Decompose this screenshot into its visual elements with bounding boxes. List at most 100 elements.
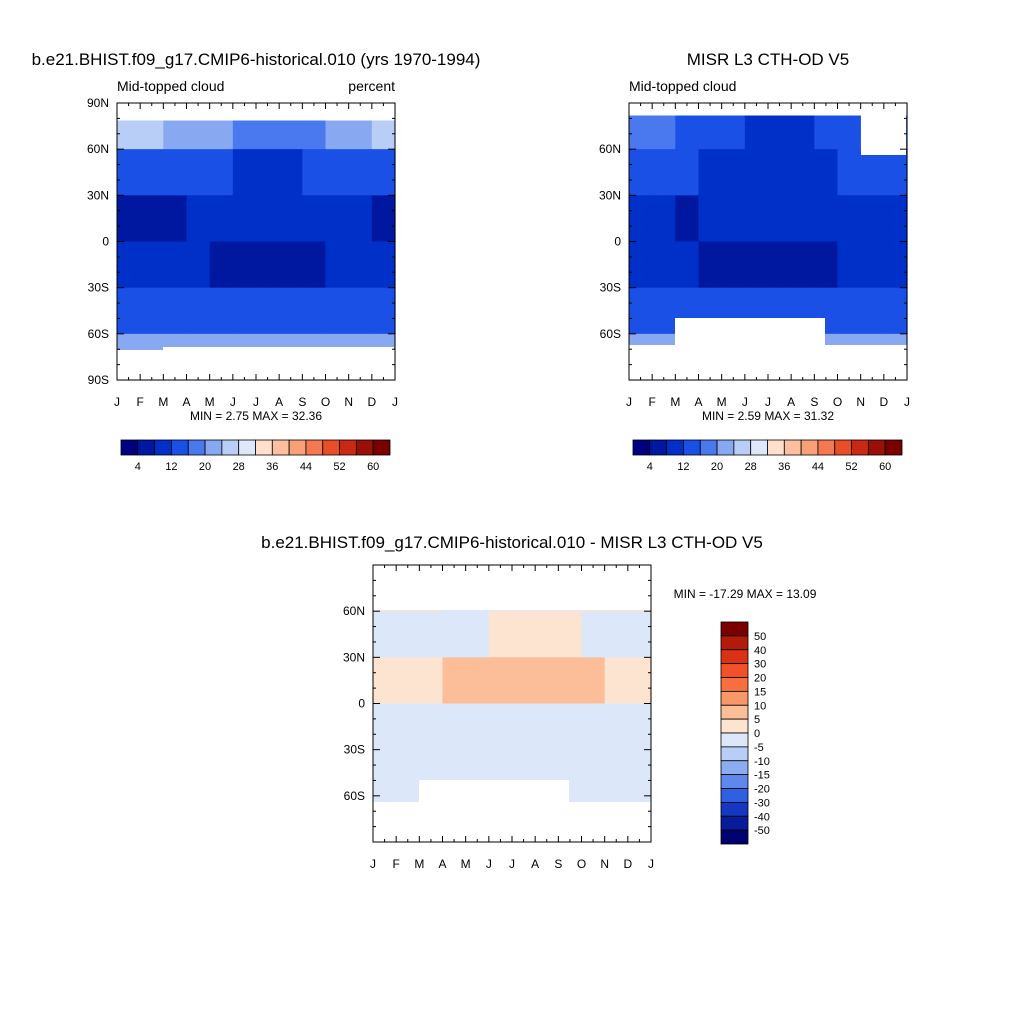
colorbar-label: 40 xyxy=(754,645,766,657)
missing-data-area xyxy=(629,345,907,380)
colorbar-label: 44 xyxy=(812,461,824,473)
field-cell xyxy=(140,149,164,196)
colorbar-label: 36 xyxy=(778,461,790,473)
y-tick-label: 60S xyxy=(344,789,365,803)
missing-data-area xyxy=(373,582,651,610)
y-tick-label: 60N xyxy=(599,142,621,156)
field-cell xyxy=(791,195,815,243)
field-cell xyxy=(629,195,653,243)
colorbar-swatch xyxy=(255,439,273,456)
panel-diff: b.e21.BHIST.f09_g17.CMIP6-historical.010… xyxy=(261,533,817,871)
field-cell xyxy=(325,195,350,243)
colorbar-swatch xyxy=(120,439,139,456)
field-cell xyxy=(581,611,606,658)
field-cell xyxy=(883,195,908,243)
missing-data-area xyxy=(861,115,906,155)
field-cell xyxy=(581,703,606,751)
field-cell xyxy=(371,241,396,289)
x-tick-label: M xyxy=(158,395,168,409)
field-cell xyxy=(209,241,234,289)
field-cell xyxy=(209,149,234,196)
field-cell xyxy=(768,241,792,289)
field-cell xyxy=(837,195,862,243)
x-tick-label: M xyxy=(670,395,680,409)
colorbar-swatch xyxy=(720,677,749,692)
field-cell xyxy=(396,749,420,797)
colorbar-label: 15 xyxy=(754,686,766,698)
colorbar-swatch xyxy=(305,439,324,456)
missing-data-area xyxy=(675,318,825,346)
field-cell xyxy=(348,195,373,243)
field-cell xyxy=(186,287,211,335)
panel-model-colorbar: 4 12 20 28 36 44 52 60 xyxy=(120,439,391,473)
x-tick-label: J xyxy=(648,857,654,871)
field-cell xyxy=(325,149,350,196)
field-cell xyxy=(186,241,211,289)
field-cell xyxy=(558,703,583,751)
field-cell xyxy=(371,195,396,243)
x-tick-label: D xyxy=(623,857,632,871)
colorbar-label: 20 xyxy=(754,673,766,685)
field-cell xyxy=(627,749,652,797)
field-cell xyxy=(744,195,769,243)
panel-model-field xyxy=(117,103,396,381)
colorbar-label: 12 xyxy=(165,461,177,473)
field-cell xyxy=(232,149,257,196)
y-tick-label: 90N xyxy=(87,96,109,110)
colorbar-swatch xyxy=(817,439,836,456)
field-cell xyxy=(186,149,211,196)
field-cell xyxy=(768,149,792,196)
y-tick-label: 30S xyxy=(600,281,621,295)
field-cell xyxy=(581,657,606,705)
colorbar-label: 50 xyxy=(754,631,766,643)
colorbar-swatch xyxy=(720,663,749,678)
field-cell xyxy=(512,703,536,751)
field-cell xyxy=(163,241,188,289)
colorbar-swatch xyxy=(720,815,749,831)
x-tick-label: O xyxy=(577,857,586,871)
x-tick-label: J xyxy=(392,395,398,409)
field-cell xyxy=(627,611,652,658)
y-tick-label: 30S xyxy=(88,281,109,295)
panel-obs-left-subtitle: Mid-topped cloud xyxy=(629,78,736,94)
field-cell xyxy=(232,195,257,243)
field-cell xyxy=(117,287,141,335)
field-cell xyxy=(302,149,327,196)
field-cell xyxy=(140,287,164,335)
field-cell xyxy=(465,703,490,751)
field-cell xyxy=(604,703,629,751)
x-tick-label: N xyxy=(856,395,865,409)
colorbar-swatch xyxy=(355,439,374,456)
missing-data-area xyxy=(373,802,651,842)
field-cell xyxy=(302,241,327,289)
x-tick-label: M xyxy=(414,857,424,871)
colorbar-label: -15 xyxy=(754,770,770,782)
panel-obs-stats: MIN = 2.59 MAX = 31.32 xyxy=(702,409,834,423)
panel-diff-field xyxy=(373,565,652,843)
field-cell xyxy=(373,611,397,658)
field-cell xyxy=(721,195,746,243)
colorbar-swatch xyxy=(851,439,869,456)
field-cell xyxy=(860,195,885,243)
colorbar-label: 52 xyxy=(333,461,345,473)
field-cell xyxy=(698,149,723,196)
x-tick-label: J xyxy=(370,857,376,871)
field-cell xyxy=(373,749,397,797)
panel-model-stats: MIN = 2.75 MAX = 32.36 xyxy=(190,409,322,423)
colorbar-swatch xyxy=(720,801,749,817)
colorbar-label: -50 xyxy=(754,825,770,837)
y-tick-label: 30N xyxy=(599,188,621,202)
colorbar-swatch xyxy=(720,829,749,845)
colorbar-label: 52 xyxy=(845,461,857,473)
field-cell xyxy=(652,287,676,335)
field-cell xyxy=(256,195,280,243)
colorbar-label: 60 xyxy=(367,461,379,473)
field-cell xyxy=(302,287,327,335)
field-cell xyxy=(652,241,676,289)
colorbar-swatch xyxy=(720,718,749,734)
colorbar-swatch xyxy=(720,690,749,706)
field-cell xyxy=(348,287,373,335)
